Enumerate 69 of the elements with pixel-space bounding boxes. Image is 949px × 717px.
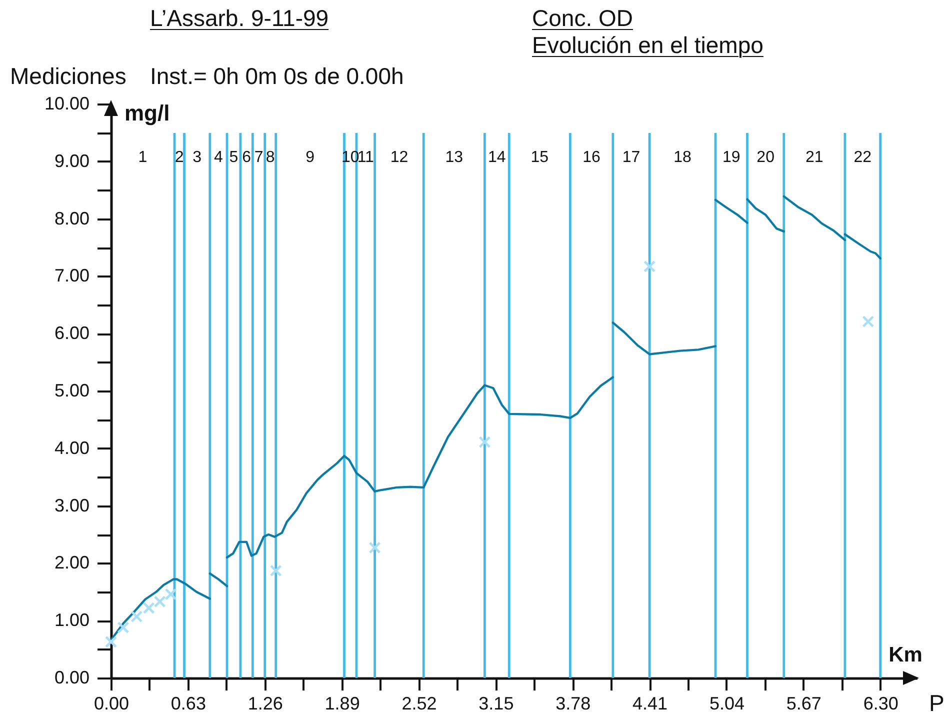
point [142, 602, 155, 614]
x-tick-label: 2.52 [402, 694, 437, 714]
line-series [746, 198, 785, 233]
line-series [782, 195, 846, 242]
line-series [844, 233, 882, 260]
annotation: 15 [530, 149, 549, 166]
annotation: 2 [174, 149, 184, 166]
annotation: 16 [582, 149, 601, 166]
y-tick-label: 4.00 [54, 438, 90, 458]
point [270, 564, 282, 577]
y-tick-label: 7.00 [54, 266, 90, 286]
x-tick-label: 5.04 [709, 694, 745, 714]
y-tick-label: 0.00 [54, 668, 90, 688]
chart-subtitle: Evolución en el tiempo [532, 32, 764, 58]
x-tick-label: 3.15 [478, 694, 514, 714]
y-tick-label: 5.00 [54, 380, 90, 400]
text: L’Assarb. 9-11-99 [150, 5, 329, 32]
y-tick-label: 6.00 [54, 323, 90, 344]
point [130, 610, 143, 623]
y-tick-label: 3.00 [54, 495, 90, 516]
line-series [612, 322, 717, 356]
text: Mediciones [10, 63, 126, 90]
x-tick-label: 6.30 [863, 694, 898, 714]
x-axis-title: Km [888, 644, 922, 666]
point [478, 436, 491, 448]
annotation: 4 [214, 149, 224, 166]
x-tick-label: 5.67 [786, 694, 822, 714]
x-tick-label: 3.78 [556, 694, 591, 714]
point [117, 621, 130, 634]
point [164, 588, 177, 600]
point [643, 260, 656, 273]
x-tick-label: 1.26 [248, 694, 283, 714]
annotation: 22 [854, 149, 872, 166]
annotation: 9 [306, 149, 315, 166]
x-tick-label: 1.89 [324, 694, 360, 714]
annotation: 1 [138, 149, 148, 166]
y-axis-title: mg/l [124, 100, 170, 126]
y-tick-label: 1.00 [54, 610, 90, 630]
annotation: 13 [445, 149, 464, 166]
y-tick-label: 9.00 [54, 150, 90, 171]
annotation: 12 [390, 149, 408, 166]
annotation: 6 [242, 149, 252, 166]
annotation: 20 [756, 149, 775, 166]
line-series [110, 578, 212, 642]
text: Inst.= 0h 0m 0s de 0.00h [150, 63, 404, 90]
y-tick-label: 8.00 [54, 208, 90, 228]
annotation: 18 [674, 149, 692, 166]
text: P [929, 690, 944, 716]
annotation: 19 [722, 149, 740, 166]
y-tick-label: 2.00 [54, 552, 90, 573]
line-series [226, 376, 614, 559]
x-tick-label: 0.63 [170, 694, 206, 714]
point [154, 596, 166, 608]
annotation: 5 [229, 149, 238, 166]
line-series [714, 198, 748, 224]
annotation: 3 [192, 149, 202, 166]
annotation: 8 [266, 149, 275, 166]
annotation: 7 [254, 149, 264, 166]
x-tick-label: 4.41 [632, 694, 668, 714]
annotation: 14 [488, 149, 506, 166]
x-tick-label: 0.00 [94, 694, 130, 714]
point [104, 636, 118, 648]
y-tick-label: 10.00 [44, 94, 90, 114]
point [862, 315, 874, 328]
annotation: 17 [622, 149, 640, 166]
annotation: 11 [357, 149, 374, 166]
chart-title: Conc. OD [532, 5, 633, 32]
annotation: 21 [806, 149, 824, 166]
point [368, 542, 381, 554]
